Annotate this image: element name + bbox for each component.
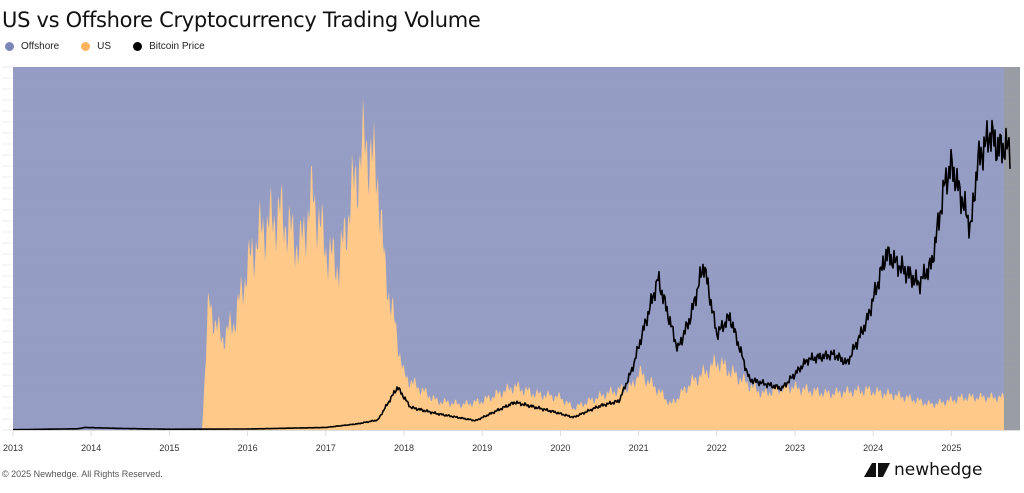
- legend-label: US: [97, 41, 112, 52]
- legend-offshore[interactable]: Offshore: [5, 41, 59, 52]
- x-tick-label: 2013: [3, 443, 23, 453]
- bitcoin-price-line: [12, 119, 1011, 431]
- us-dot-icon: [81, 42, 91, 51]
- chart-title: US vs Offshore Cryptocurrency Trading Vo…: [2, 8, 481, 32]
- newhedge-logo-icon: [864, 463, 890, 477]
- x-tick-label: 2014: [81, 443, 101, 453]
- x-tick-label: 2020: [550, 443, 570, 453]
- x-tick-label: 2024: [863, 443, 883, 453]
- legend-bitcoin-price[interactable]: Bitcoin Price: [133, 41, 205, 52]
- legend-label: Offshore: [21, 41, 60, 52]
- offshore-dot-icon: [5, 42, 14, 51]
- x-tick-label: 2025: [941, 443, 961, 453]
- shaded-end-region: [1004, 67, 1020, 430]
- x-tick-label: 2016: [238, 443, 258, 453]
- legend-us[interactable]: US: [81, 41, 111, 52]
- offshore-area: [13, 67, 1004, 430]
- x-tick-label: 2019: [472, 443, 492, 453]
- x-tick-label: 2017: [316, 443, 336, 453]
- legend: Offshore US Bitcoin Price: [5, 41, 227, 52]
- x-tick-label: 2015: [159, 443, 179, 453]
- x-tick-label: 2022: [707, 443, 727, 453]
- bitcoin-dot-icon: [133, 42, 143, 51]
- brand-name: newhedge: [894, 460, 983, 480]
- x-tick-label: 2018: [394, 443, 414, 453]
- us-area: [13, 97, 1004, 430]
- copyright: © 2025 Newhedge. All Rights Reserved.: [2, 469, 163, 479]
- x-tick-label: 2021: [629, 443, 649, 453]
- x-tick-label: 2023: [785, 443, 805, 453]
- legend-label: Bitcoin Price: [149, 41, 205, 52]
- newhedge-logo: newhedge: [864, 460, 982, 480]
